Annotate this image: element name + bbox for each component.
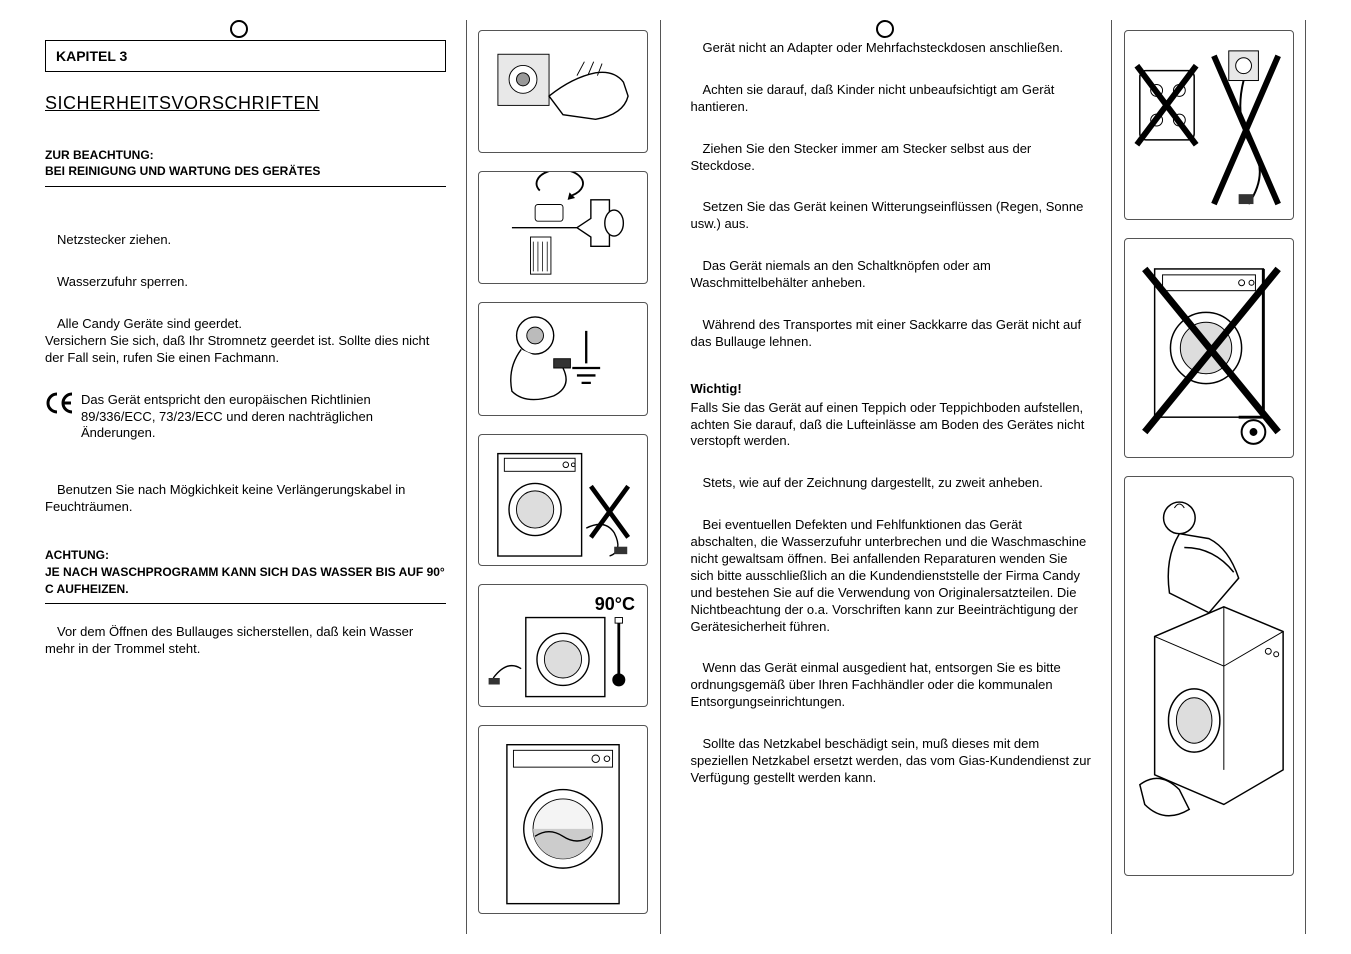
paragraph: Gerät nicht an Adapter oder Mehrfachstec…: [691, 40, 1092, 57]
warning-line1: ACHTUNG:: [45, 547, 446, 564]
right-text-column: Gerät nicht an Adapter oder Mehrfachstec…: [691, 20, 1092, 934]
paragraph: Stets, wie auf der Zeichnung dargestellt…: [691, 475, 1092, 492]
ce-mark-icon: [45, 392, 75, 414]
paragraph: Benutzen Sie nach Mögkichkeit keine Verl…: [45, 482, 446, 516]
text: Versichern Sie sich, daß Ihr Stromnetz g…: [45, 333, 429, 365]
illus-door-water: [478, 725, 648, 914]
page-marker-icon: [876, 20, 894, 38]
page-marker-icon: [230, 20, 248, 38]
paragraph: Falls Sie das Gerät auf einen Teppich od…: [691, 400, 1092, 451]
illus-adapter-no: [1124, 30, 1294, 220]
page-right: Gerät nicht an Adapter oder Mehrfachstec…: [676, 20, 1322, 934]
paragraph: Alle Candy Geräte sind geerdet. Versiche…: [45, 316, 446, 367]
paragraph: Während des Transportes mit einer Sackka…: [691, 317, 1092, 351]
paragraph: Vor dem Öffnen des Bullauges sicherstell…: [45, 624, 446, 658]
illus-unplug: [478, 30, 648, 153]
warning-line2: JE NACH WASCHPROGRAMM KANN SICH DAS WASS…: [45, 564, 446, 598]
illus-ext-cord-no: [478, 434, 648, 566]
ce-row: Das Gerät entspricht den europäischen Ri…: [45, 392, 446, 443]
illus-temperature: 90°C: [478, 584, 648, 707]
section-heading: SICHERHEITSVORSCHRIFTEN: [45, 92, 446, 115]
ce-text: Das Gerät entspricht den europäischen Ri…: [81, 392, 446, 443]
paragraph: Achten sie darauf, daß Kinder nicht unbe…: [691, 82, 1092, 116]
subhead-box: ZUR BEACHTUNG: BEI REINIGUNG UND WARTUNG…: [45, 141, 446, 188]
illus-tap: [478, 171, 648, 284]
right-image-column: [1111, 20, 1306, 934]
warning-box: ACHTUNG: JE NACH WASCHPROGRAMM KANN SICH…: [45, 541, 446, 604]
illus-ground: [478, 302, 648, 415]
paragraph: Wasserzufuhr sperren.: [45, 274, 446, 291]
illus-lift-two: [1124, 476, 1294, 876]
paragraph: Das Gerät niemals an den Schaltknöpfen o…: [691, 258, 1092, 292]
paragraph: Setzen Sie das Gerät keinen Witterungsei…: [691, 199, 1092, 233]
important-label: Wichtig!: [691, 381, 1092, 398]
subhead-line1: ZUR BEACHTUNG:: [45, 147, 446, 164]
paragraph: Ziehen Sie den Stecker immer am Stecker …: [691, 141, 1092, 175]
chapter-title: KAPITEL 3: [45, 40, 446, 72]
paragraph: Sollte das Netzkabel beschädigt sein, mu…: [691, 736, 1092, 787]
paragraph: Netzstecker ziehen.: [45, 232, 446, 249]
page-left: KAPITEL 3 SICHERHEITSVORSCHRIFTEN ZUR BE…: [30, 20, 676, 934]
temperature-label: 90°C: [595, 593, 635, 616]
paragraph: Wenn das Gerät einmal ausgedient hat, en…: [691, 660, 1092, 711]
text: Benutzen Sie nach Mögkichkeit keine Verl…: [45, 482, 405, 514]
paragraph: Bei eventuellen Defekten und Fehlfunktio…: [691, 517, 1092, 635]
subhead-line2: BEI REINIGUNG UND WARTUNG DES GERÄTES: [45, 163, 446, 180]
left-text-column: KAPITEL 3 SICHERHEITSVORSCHRIFTEN ZUR BE…: [45, 20, 446, 934]
illus-trolley-no: [1124, 238, 1294, 458]
left-image-column: 90°C: [466, 20, 661, 934]
text: Alle Candy Geräte sind geerdet.: [45, 316, 446, 333]
